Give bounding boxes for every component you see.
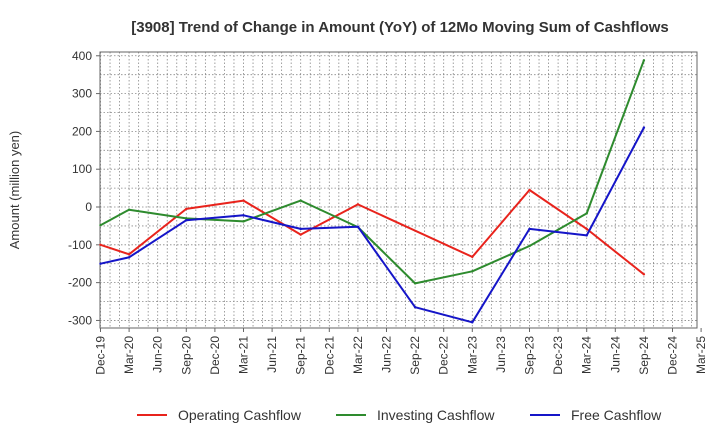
data-point: [299, 199, 302, 202]
x-tick-label: Sep-23: [523, 336, 537, 375]
data-point: [356, 225, 360, 228]
x-tick-label: Jun-22: [380, 336, 394, 373]
x-axis-ticks: Dec-19 Mar-20 Jun-20 Sep-20 Dec-20 Mar-21 Jun-…: [94, 328, 708, 375]
chart-title: [3908] Trend of Change in Amount (YoY) o…: [131, 19, 669, 36]
x-tick-label: Dec-20: [208, 336, 222, 375]
legend-label: Investing Cashflow: [377, 407, 495, 423]
x-tick-label: Sep-24: [637, 336, 651, 375]
data-point: [242, 199, 245, 202]
data-point: [528, 188, 531, 192]
x-tick-label: Sep-20: [179, 336, 193, 375]
y-tick-label: 300: [72, 87, 92, 101]
x-tick-label: Dec-21: [322, 336, 336, 375]
x-tick-label: Jun-23: [494, 336, 508, 373]
x-tick-label: Mar-21: [237, 336, 251, 374]
y-tick-label: 100: [72, 162, 92, 176]
y-tick-label: -100: [68, 238, 92, 252]
data-point: [642, 59, 646, 62]
data-point: [242, 214, 245, 217]
data-point: [99, 262, 102, 265]
data-point: [185, 207, 188, 211]
y-tick-label: 200: [72, 124, 92, 138]
data-point: [471, 255, 474, 259]
data-point: [413, 282, 417, 285]
data-point: [642, 126, 646, 129]
data-point: [299, 227, 302, 231]
data-point: [528, 227, 531, 231]
x-tick-label: Sep-22: [408, 336, 422, 375]
data-point: [185, 219, 188, 222]
legend: Operating Cashflow Investing Cashflow Free…: [137, 407, 662, 423]
x-tick-label: Jun-21: [265, 336, 279, 373]
data-point: [299, 233, 302, 236]
y-axis-ticks: 400 300 200 100 0 -100 -200 -300: [68, 49, 100, 327]
x-tick-label: Jun-20: [151, 336, 165, 373]
legend-label: Free Cashflow: [571, 407, 662, 423]
x-tick-label: Sep-21: [294, 336, 308, 375]
series-line-free-cashflow: [100, 127, 645, 324]
x-tick-label: Mar-25: [694, 336, 708, 374]
data-point: [99, 243, 102, 247]
data-point: [471, 321, 474, 324]
y-axis-label: Amount (million yen): [7, 131, 22, 250]
data-point: [356, 203, 360, 206]
x-tick-label: Jun-24: [608, 336, 622, 373]
x-tick-label: Dec-19: [94, 336, 108, 375]
y-tick-label: -200: [68, 276, 92, 290]
data-point: [127, 253, 131, 256]
data-point: [127, 208, 131, 211]
data-point: [585, 234, 588, 237]
data-point: [585, 212, 588, 215]
x-tick-label: Mar-22: [351, 336, 365, 374]
series-line-operating-cashflow: [100, 189, 645, 276]
data-point: [528, 244, 531, 248]
x-tick-label: Mar-20: [122, 336, 136, 374]
y-tick-label: 0: [85, 200, 92, 214]
plot-frame: [99, 51, 698, 329]
y-tick-label: -300: [68, 313, 92, 327]
x-tick-label: Dec-22: [437, 336, 451, 375]
data-point: [185, 217, 188, 220]
data-point: [471, 270, 474, 273]
data-point: [413, 306, 417, 309]
data-point: [642, 273, 646, 276]
x-tick-label: Mar-23: [465, 336, 479, 374]
data-point: [99, 223, 102, 227]
grid-lines: [100, 52, 697, 328]
x-tick-label: Mar-24: [580, 336, 594, 374]
data-point: [127, 256, 131, 259]
x-tick-label: Dec-24: [666, 336, 680, 375]
series-lines: [99, 59, 646, 324]
data-point: [585, 227, 588, 231]
x-tick-label: Dec-23: [551, 336, 565, 375]
legend-label: Operating Cashflow: [178, 407, 302, 423]
y-tick-label: 400: [72, 49, 92, 63]
data-point: [242, 220, 245, 223]
